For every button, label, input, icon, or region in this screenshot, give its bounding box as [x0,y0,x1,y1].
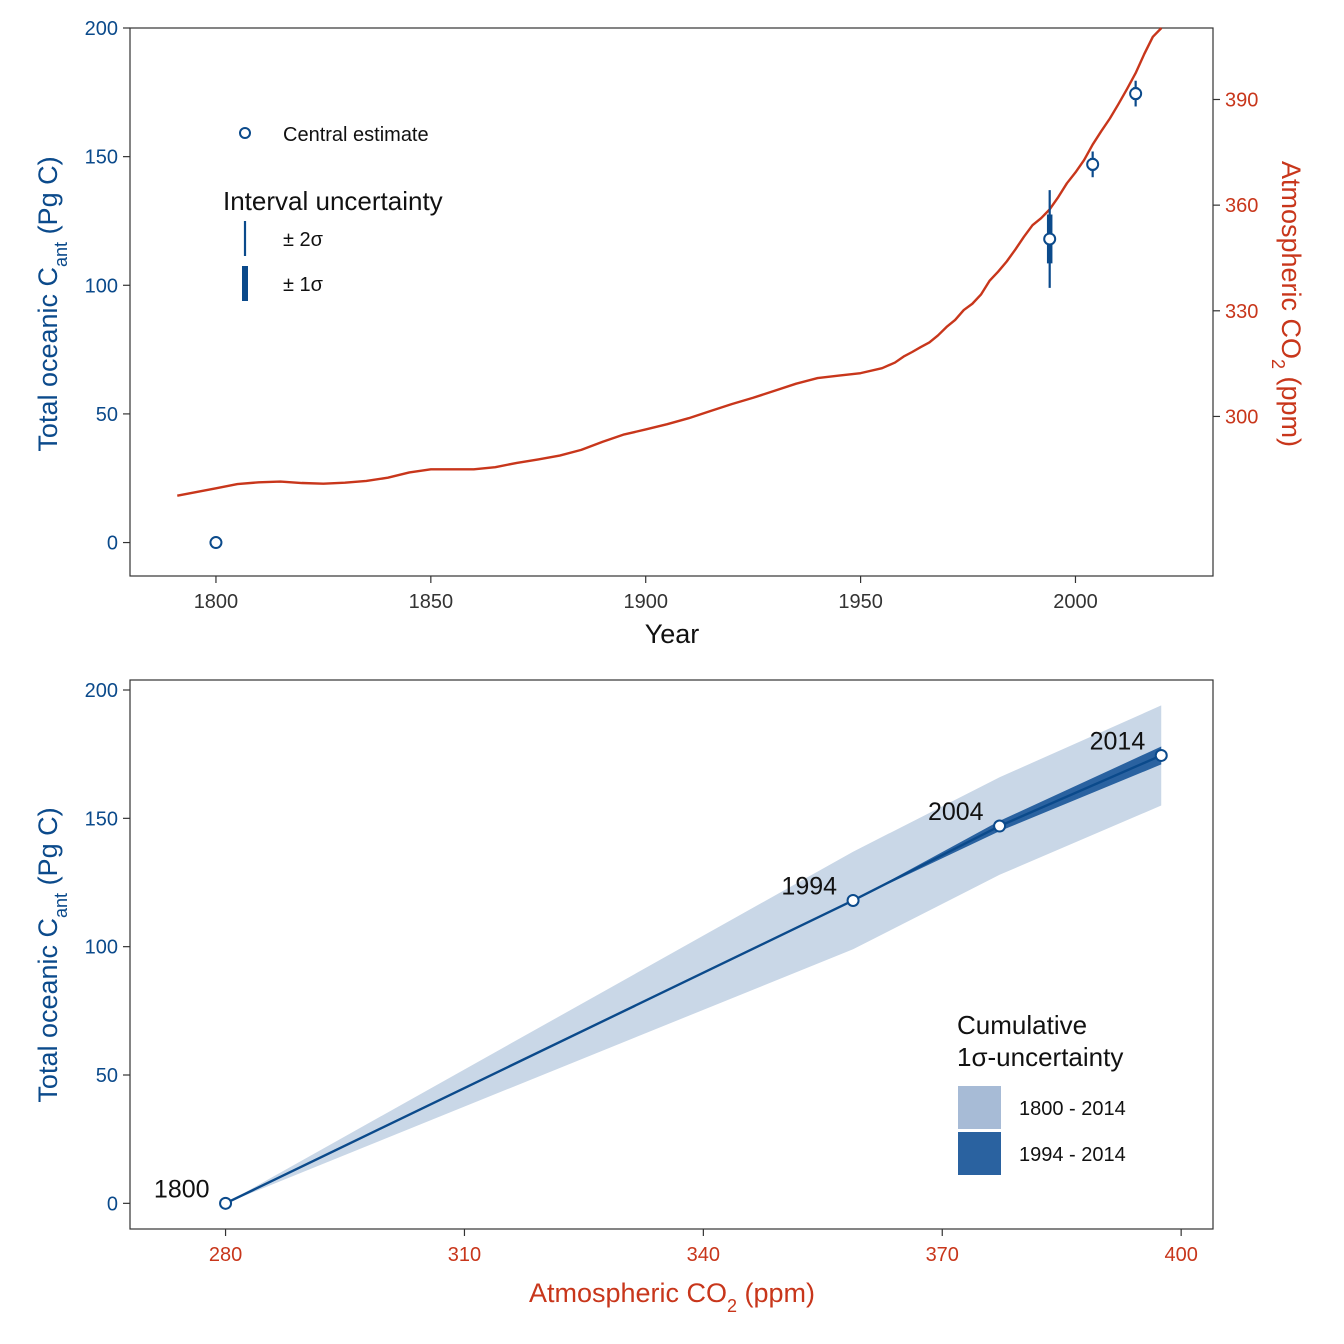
year-label: 1994 [781,872,837,900]
co2-line [177,27,1163,497]
top-y-tick-label: 100 [85,275,118,297]
year-point [846,893,860,907]
top-x-axis-title: Year [645,619,700,649]
legend-cumulative-title-line1: Cumulative [957,1010,1087,1040]
bottom-x-axis-title: Atmospheric CO2 (ppm) [529,1278,815,1316]
central-estimate-point [1129,87,1143,101]
legend-one-sigma-label: ± 1σ [283,274,324,296]
top-legend: Central estimate Interval uncertainty ± … [223,124,443,301]
top-y2-tick-label: 300 [1225,406,1258,428]
band-1800-2014 [225,705,1162,1204]
top-x-tick-label: 1800 [194,591,239,613]
year-point [219,1196,233,1210]
bottom-x-tick-label: 340 [687,1244,720,1266]
top-panel: 1800 1850 1900 1950 2000 0 50 100 150 200 300 330… [33,18,1306,649]
bottom-panel: 280 310 340 370 400 0 50 100 150 200 1800 1994 200… [33,679,1214,1316]
year-point [1154,748,1168,762]
bottom-legend: Cumulative 1σ-uncertainty 1800 - 2014 19… [957,1010,1126,1175]
central-estimate-point [1086,157,1100,171]
bottom-y-axis: 0 50 100 150 200 [85,680,130,1215]
bottom-x-tick-label: 280 [209,1244,242,1266]
top-y2-axis-title: Atmospheric CO2 (ppm) [1268,161,1306,447]
top-x-tick-label: 1900 [623,591,668,613]
legend-central-label: Central estimate [283,124,429,146]
top-y2-tick-label: 360 [1225,195,1258,217]
top-y2-tick-label: 390 [1225,89,1258,111]
bottom-y-tick-label: 100 [85,937,118,959]
bottom-y-axis-title: Total oceanic Cant (Pg C) [33,807,71,1102]
top-y-tick-label: 150 [85,147,118,169]
bottom-x-tick-label: 370 [926,1244,959,1266]
top-y-tick-label: 200 [85,18,118,40]
legend-central-marker [239,127,251,139]
bottom-x-tick-label: 400 [1164,1244,1197,1266]
bottom-y-tick-label: 150 [85,808,118,830]
top-x-tick-label: 1950 [838,591,883,613]
bottom-x-axis: 280 310 340 370 400 [209,1229,1198,1266]
bottom-y-tick-label: 50 [96,1065,118,1087]
year-label: 2004 [928,798,984,826]
top-y-axis-left: 0 50 100 150 200 [85,18,130,555]
legend-interval-title: Interval uncertainty [223,186,443,216]
legend-dark-label: 1994 - 2014 [1019,1144,1126,1166]
legend-two-sigma-label: ± 2σ [283,229,324,251]
cant-vs-co2-line [225,754,1162,1205]
top-y-axis-right: 300 330 360 390 [1213,89,1258,428]
legend-light-label: 1800 - 2014 [1019,1098,1126,1120]
top-y-axis-title: Total oceanic Cant (Pg C) [33,156,71,451]
bottom-y-tick-label: 0 [107,1193,118,1215]
year-label: 2014 [1090,727,1146,755]
legend-dark-swatch [958,1132,1001,1175]
top-series [177,27,1163,550]
top-y-tick-label: 0 [107,533,118,555]
legend-cumulative-title-line2: 1σ-uncertainty [957,1042,1123,1072]
top-plot-frame [129,27,1214,577]
bottom-x-tick-label: 310 [448,1244,481,1266]
central-estimate-point [209,536,223,550]
central-estimate-point [1043,232,1057,246]
bottom-y-tick-label: 200 [85,680,118,702]
top-x-axis: 1800 1850 1900 1950 2000 [194,576,1098,613]
legend-light-swatch [958,1086,1001,1129]
bottom-series: 1800 1994 2004 2014 [154,727,1168,1210]
top-y-tick-label: 50 [96,404,118,426]
top-x-tick-label: 1850 [409,591,454,613]
top-x-tick-label: 2000 [1053,591,1098,613]
year-label: 1800 [154,1175,210,1203]
year-point [993,819,1007,833]
top-y2-tick-label: 330 [1225,301,1258,323]
